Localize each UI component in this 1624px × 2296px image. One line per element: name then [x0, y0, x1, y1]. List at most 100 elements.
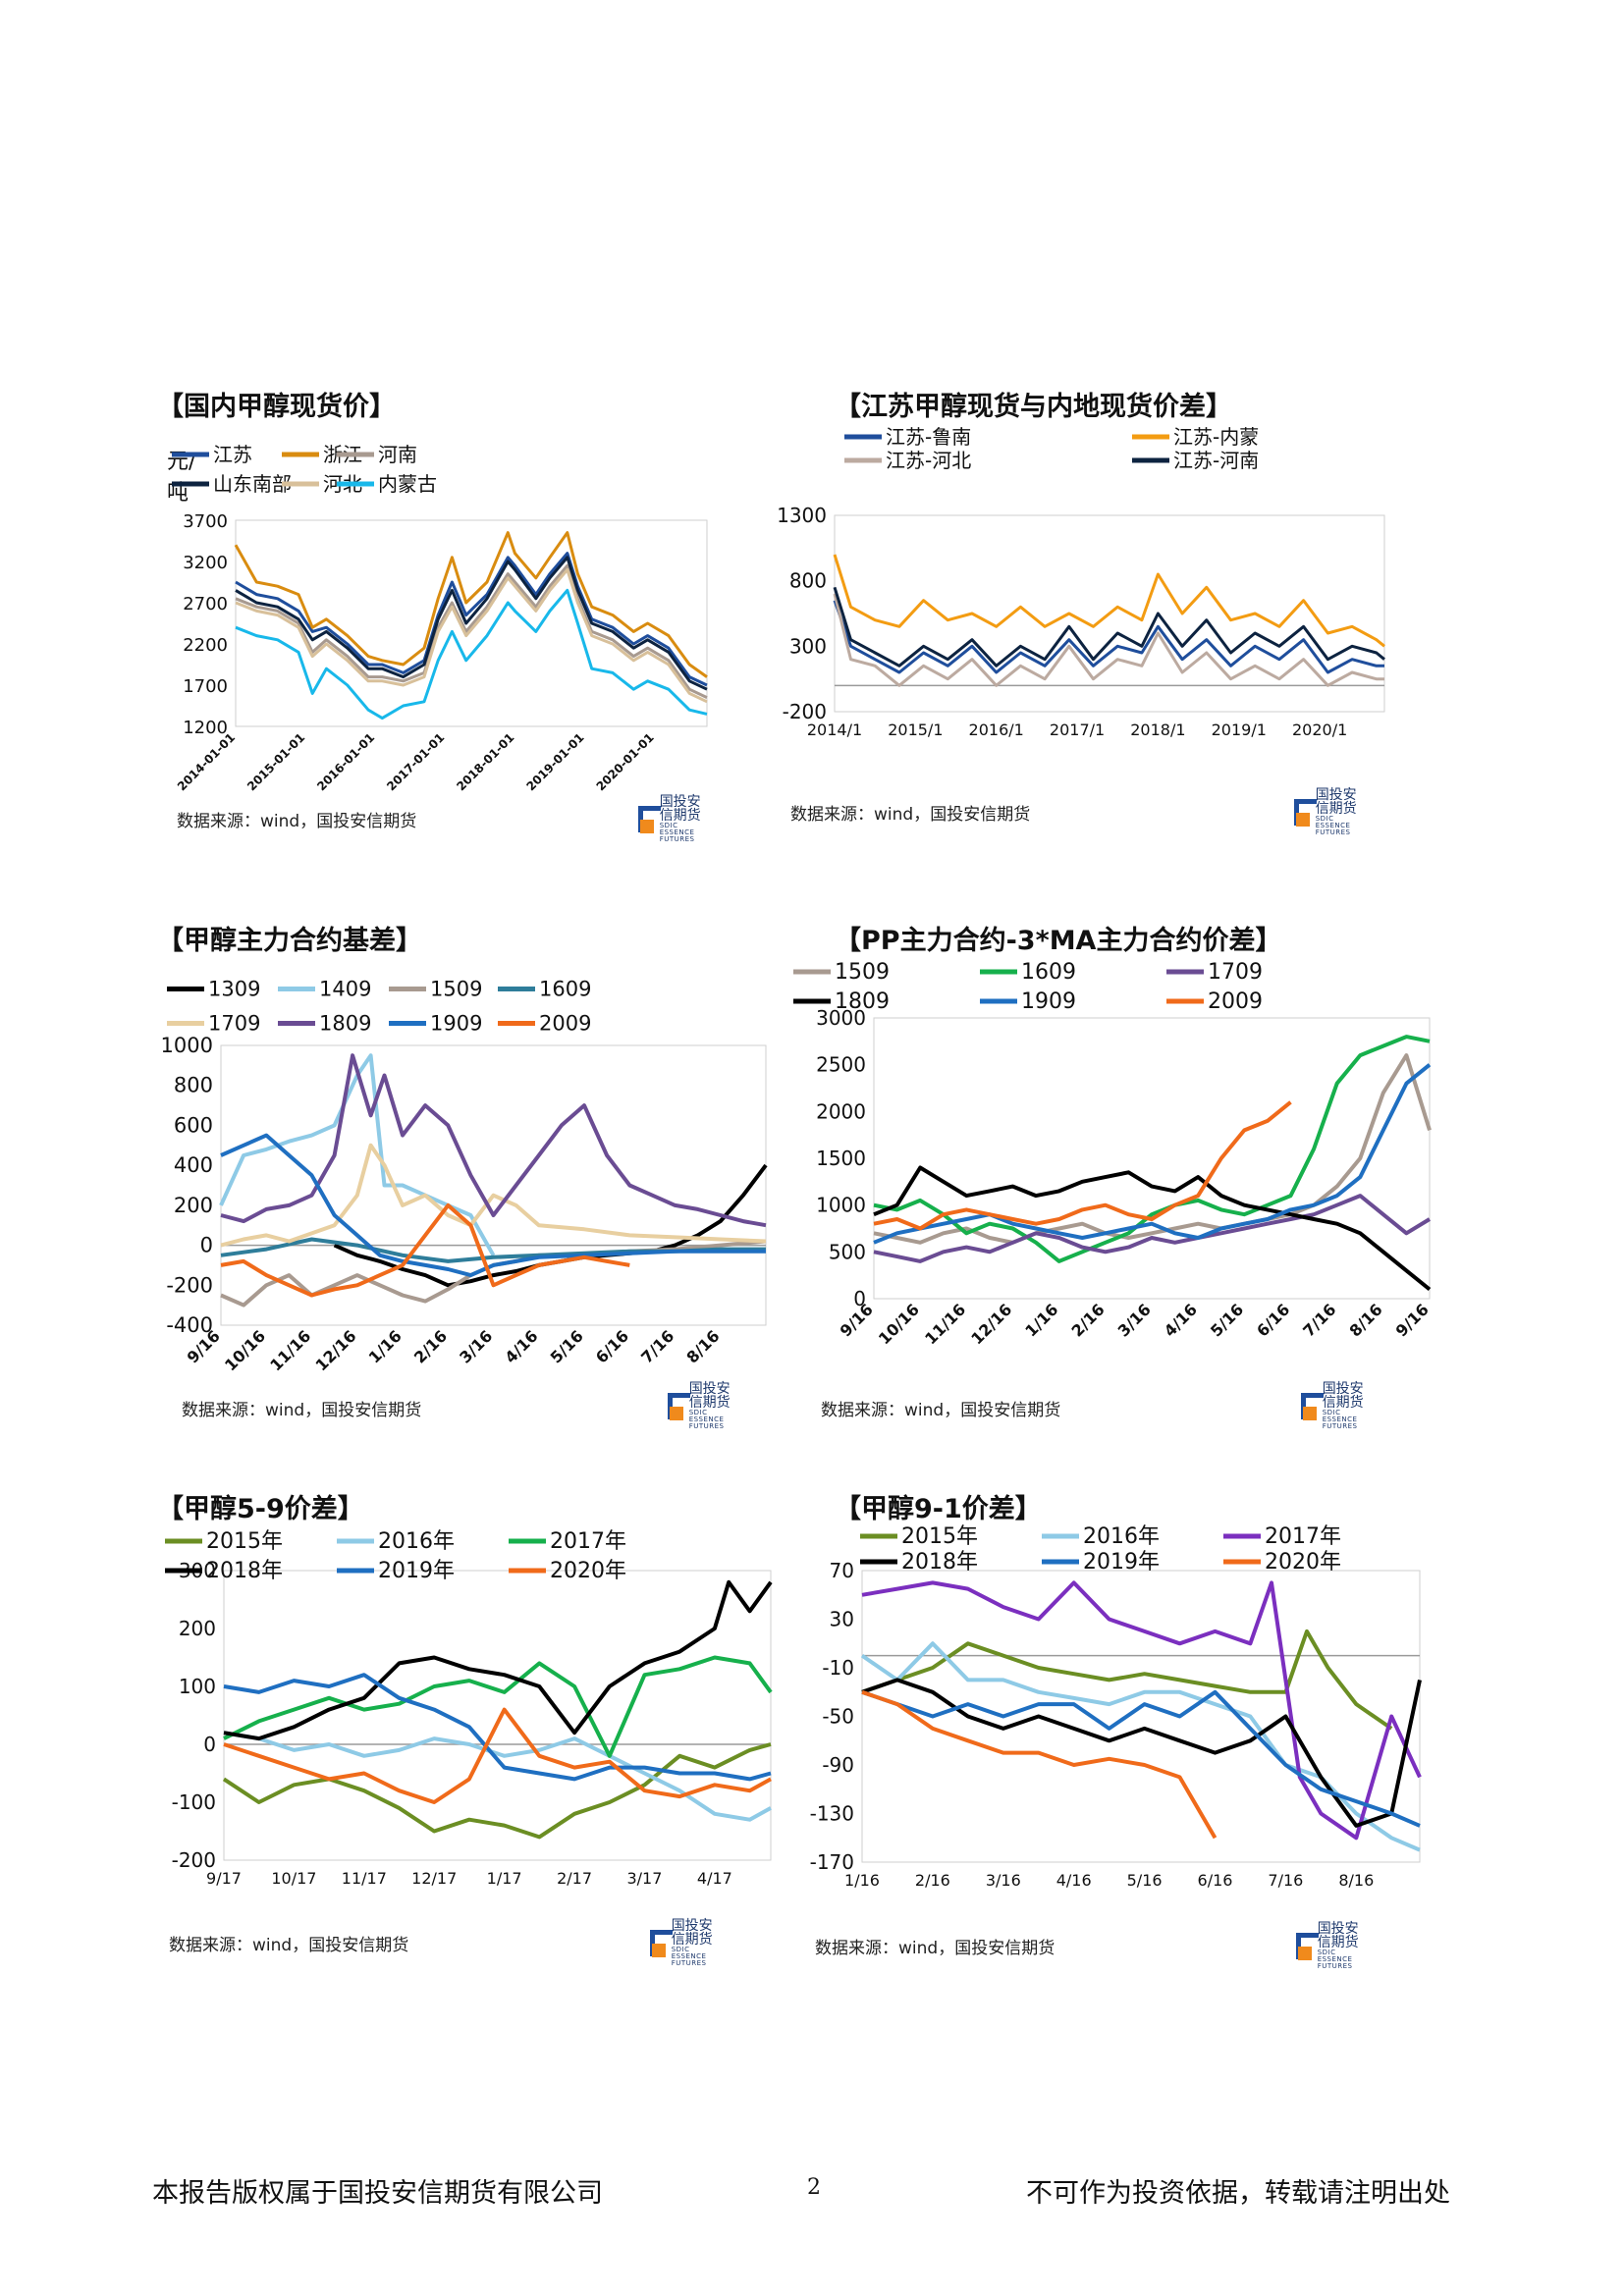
legend-label: 2015年 [206, 1529, 283, 1554]
x-tick-label: 1/16 [365, 1326, 406, 1366]
footer-copyright: 本报告版权属于国投安信期货有限公司 [152, 2178, 603, 2209]
y-tick-label: 100 [179, 1675, 216, 1698]
x-tick-label: 9/17 [206, 1869, 242, 1888]
y-tick-label: 1500 [816, 1147, 866, 1170]
legend-label: 1909 [430, 1012, 482, 1036]
chart-svg: 10008006004002000-200-4009/1610/1611/161… [161, 978, 768, 1374]
x-tick-label: 6/16 [592, 1326, 632, 1366]
data-source: 数据来源：wind，国投安信期货 [169, 1936, 409, 1955]
company-logo: 国投安信期货 SDIC ESSENCE FUTURES [638, 795, 709, 843]
y-tick-label: 300 [789, 634, 827, 658]
plot-area [873, 1017, 1431, 1300]
series-line [220, 1143, 767, 1248]
x-tick-label: 11/16 [921, 1300, 969, 1348]
chart-title: 【江苏甲醇现货与内地现货价差】 [835, 392, 1232, 422]
x-tick-label: 12/16 [312, 1326, 360, 1374]
legend-label: 2016年 [1083, 1524, 1160, 1549]
y-tick-label: 2500 [816, 1053, 866, 1077]
legend-label: 山东南部 [213, 472, 292, 496]
legend-label: 江苏-鲁南 [886, 425, 971, 449]
series-line [223, 1579, 773, 1741]
y-tick-label: 800 [789, 569, 827, 593]
x-tick-label: 2019-01-01 [523, 730, 586, 793]
legend-label: 1709 [1208, 960, 1263, 985]
series-line [861, 1629, 1393, 1731]
y-tick-label: -400 [166, 1313, 213, 1337]
legend-label: 1309 [208, 978, 260, 1001]
legend-label: 1509 [430, 978, 482, 1001]
chart-title: 【甲醇5-9价差】 [157, 1494, 364, 1524]
data-source: 数据来源：wind，国投安信期货 [182, 1401, 422, 1420]
x-tick-label: 6/16 [1198, 1871, 1233, 1890]
x-tick-label: 2017/1 [1050, 721, 1105, 739]
y-tick-label: 0 [200, 1234, 213, 1257]
series-line [861, 1689, 1421, 1828]
legend-label: 2020年 [1265, 1550, 1341, 1575]
legend-label: 2009 [539, 1012, 591, 1036]
plot-area [235, 519, 708, 727]
series-line [873, 1035, 1431, 1263]
x-tick-label: 4/16 [1161, 1300, 1201, 1340]
x-tick-label: 7/16 [637, 1326, 677, 1366]
series-line [873, 1053, 1432, 1245]
chart-title: 【甲醇9-1价差】 [835, 1494, 1042, 1524]
y-tick-label: -200 [783, 700, 827, 723]
x-tick-label: 8/16 [1338, 1871, 1374, 1890]
legend-label: 1909 [1021, 989, 1076, 1014]
x-tick-label: 2017-01-01 [384, 730, 447, 793]
y-tick-label: 3000 [816, 1006, 866, 1030]
series-line [873, 1165, 1432, 1292]
y-tick-label: 500 [829, 1240, 866, 1263]
x-tick-label: 10/16 [221, 1326, 269, 1374]
data-source: 数据来源：wind，国投安信期货 [177, 812, 417, 831]
legend-label: 江苏 [213, 443, 252, 466]
y-tick-label: 400 [174, 1153, 213, 1177]
x-tick-label: 2016-01-01 [314, 730, 377, 793]
x-tick-label: 12/17 [411, 1869, 457, 1888]
legend-label: 河南 [378, 443, 417, 466]
legend-label: 1809 [835, 989, 890, 1014]
y-tick-label: 3200 [183, 553, 228, 573]
x-tick-label: 3/16 [456, 1326, 496, 1366]
series-line [223, 1673, 772, 1782]
legend-label: 2009 [1208, 989, 1263, 1014]
legend-label: 江苏-河南 [1173, 449, 1259, 472]
legend-label: 1409 [319, 978, 371, 1001]
legend-label: 1809 [319, 1012, 371, 1036]
x-tick-label: 2014-01-01 [175, 730, 238, 793]
series-line [235, 563, 708, 699]
legend-label: 2017年 [1265, 1524, 1341, 1549]
x-tick-label: 2020/1 [1292, 721, 1347, 739]
series-line [861, 1580, 1422, 1841]
x-tick-label: 6/16 [1253, 1300, 1293, 1340]
x-tick-label: 8/16 [1345, 1300, 1385, 1340]
series-line [833, 600, 1384, 674]
x-tick-label: 2020-01-01 [594, 730, 657, 793]
company-logo: 国投安信期货 SDIC ESSENCE FUTURES [1294, 788, 1365, 836]
plot-area [220, 1044, 767, 1326]
x-tick-label: 1/17 [487, 1869, 522, 1888]
data-source: 数据来源：wind，国投安信期货 [821, 1401, 1061, 1420]
series-line [220, 1202, 630, 1298]
series-line [861, 1678, 1422, 1828]
x-tick-label: 2016/1 [969, 721, 1024, 739]
y-tick-label: 2200 [183, 635, 228, 656]
y-tick-label: -200 [172, 1848, 216, 1872]
chart-title: 【PP主力合约-3*MA主力合约价差】 [835, 926, 1282, 956]
x-tick-label: 5/16 [1127, 1871, 1163, 1890]
series-line [833, 554, 1385, 648]
y-tick-label: 0 [203, 1733, 216, 1756]
x-tick-label: 11/17 [342, 1869, 387, 1888]
chart-title: 【甲醇主力合约基差】 [157, 926, 422, 956]
y-tick-label: 1700 [183, 676, 228, 697]
x-tick-label: 1/16 [1021, 1300, 1061, 1340]
legend-label: 1609 [1021, 960, 1076, 985]
y-tick-label: 2000 [816, 1099, 866, 1123]
y-tick-label: 1300 [777, 504, 827, 527]
x-tick-label: 2018-01-01 [454, 730, 516, 793]
plot-area [223, 1570, 772, 1861]
series-line [235, 552, 708, 687]
legend-label: 2019年 [1083, 1550, 1160, 1575]
chart-title: 【国内甲醇现货价】 [157, 392, 396, 422]
